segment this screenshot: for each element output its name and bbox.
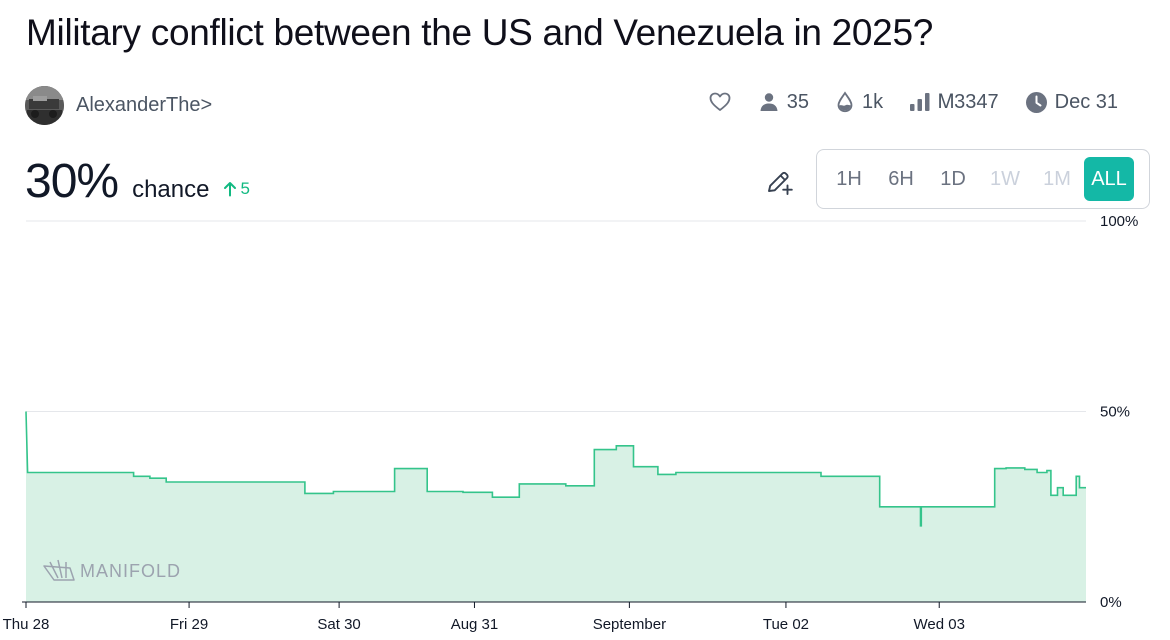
droplet-icon: [837, 91, 853, 113]
user-icon: [760, 93, 778, 111]
add-annotation-button[interactable]: [762, 165, 796, 199]
like-button[interactable]: [708, 90, 732, 114]
time-range-selector: 1H 6H 1D 1W 1M ALL: [816, 149, 1150, 209]
market-stats: 35 1k Ꮇ3347 Dec 31: [708, 90, 1118, 114]
y-tick-label: 0%: [1100, 594, 1122, 611]
arrow-up-icon: [224, 182, 237, 197]
x-tick-label: Fri 29: [170, 616, 208, 633]
clock-icon: [1025, 91, 1047, 113]
range-1m[interactable]: 1M: [1043, 167, 1071, 190]
probability-chart[interactable]: 100% 50% 0% Thu 28 Fri 29 Sat 30 Aug 31 Septem…: [0, 208, 1170, 640]
probability-change-value: 5: [240, 179, 250, 198]
pencil-plus-icon: [768, 171, 793, 195]
x-tick-label: Sat 30: [317, 616, 360, 633]
range-all[interactable]: ALL: [1084, 157, 1134, 201]
author-name[interactable]: AlexanderThe>: [76, 94, 213, 116]
x-tick-label: Tue 02: [763, 616, 809, 633]
avatar[interactable]: [25, 86, 64, 125]
market-title: Military conflict between the US and Ven…: [26, 12, 934, 53]
close-date-value: Dec 31: [1054, 90, 1118, 113]
traders-stat[interactable]: 35: [758, 91, 809, 114]
liquidity-value: 1k: [862, 90, 884, 113]
watermark-text: MANIFOLD: [80, 561, 181, 581]
x-tick-label: Aug 31: [451, 616, 499, 633]
liquidity-stat[interactable]: 1k: [835, 91, 883, 114]
probability-area: [26, 411, 1086, 602]
y-tick-label: 50%: [1100, 404, 1130, 421]
range-1d[interactable]: 1D: [940, 167, 966, 190]
probability-change: 5: [223, 179, 250, 199]
bar-chart-icon: [910, 93, 930, 111]
author-link[interactable]: AlexanderThe>: [25, 86, 212, 125]
probability-label: chance: [132, 176, 210, 203]
range-1h[interactable]: 1H: [836, 167, 862, 190]
manifold-logo-icon: [43, 559, 75, 581]
x-tick-label: September: [593, 616, 666, 633]
close-date-stat[interactable]: Dec 31: [1025, 91, 1118, 114]
volume-value: Ꮇ3347: [938, 90, 999, 113]
avatar-image: [25, 86, 64, 125]
volume-stat[interactable]: Ꮇ3347: [909, 91, 999, 114]
range-6h[interactable]: 6H: [888, 167, 914, 190]
y-tick-label: 100%: [1100, 213, 1138, 230]
probability-line: [25, 411, 1086, 527]
traders-count: 35: [786, 90, 809, 113]
heart-icon: [709, 92, 731, 111]
x-tick-label: Thu 28: [3, 616, 50, 633]
probability-display: 30% chance 5: [25, 154, 250, 209]
manifold-watermark: MANIFOLD: [43, 559, 181, 581]
range-1w[interactable]: 1W: [990, 167, 1020, 190]
x-tick-label: Wed 03: [914, 616, 965, 633]
probability-value: 30%: [25, 155, 119, 208]
